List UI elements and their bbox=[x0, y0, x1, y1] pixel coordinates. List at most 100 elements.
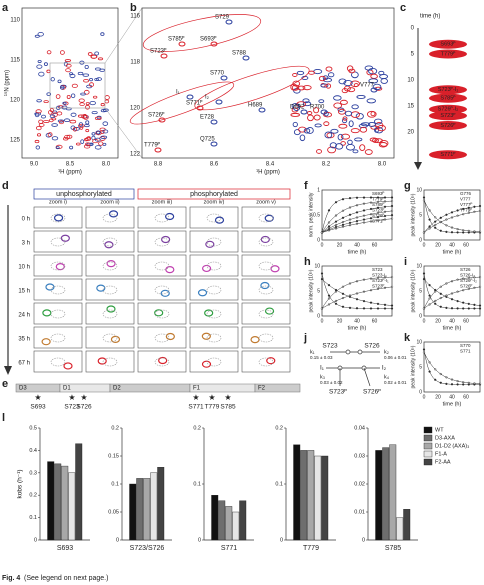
label: S723ᴾ bbox=[372, 284, 385, 289]
label: 110 bbox=[10, 18, 20, 24]
label: c bbox=[400, 2, 406, 14]
zoom-cell bbox=[189, 206, 239, 229]
peak-contour bbox=[66, 94, 71, 99]
group-header bbox=[33, 188, 135, 200]
peak-contour bbox=[41, 338, 51, 346]
event-badge bbox=[429, 111, 467, 121]
peak-contour bbox=[43, 100, 49, 104]
fit-curve bbox=[321, 286, 393, 309]
label: S726-I₂ bbox=[460, 273, 475, 278]
event-badge bbox=[429, 121, 467, 130]
bar bbox=[61, 465, 69, 541]
peak-contour bbox=[62, 101, 67, 105]
label: time (h) bbox=[348, 325, 367, 331]
label: 125 bbox=[10, 138, 21, 144]
label: S726 bbox=[76, 404, 92, 411]
label: 8.4 bbox=[266, 162, 275, 168]
label: S726ᴾ bbox=[148, 112, 165, 119]
label: S723ᴾ-I₁ bbox=[438, 86, 459, 93]
peak-contour bbox=[160, 53, 168, 59]
peak-contour bbox=[57, 119, 65, 123]
ref-contour bbox=[102, 261, 118, 271]
peak-contour bbox=[354, 137, 363, 142]
label: 0 bbox=[411, 26, 415, 32]
ref-contour bbox=[206, 261, 222, 271]
peak-contour bbox=[60, 234, 70, 242]
peak-contour bbox=[302, 85, 312, 91]
label: 10 bbox=[314, 263, 320, 269]
legend-swatch bbox=[423, 426, 433, 434]
zoom-cell bbox=[137, 302, 187, 325]
label: f bbox=[304, 180, 308, 192]
peak-contour bbox=[97, 57, 104, 61]
peak-contour bbox=[320, 83, 329, 88]
bar bbox=[75, 443, 83, 541]
peak-contour bbox=[292, 121, 298, 128]
label: g bbox=[404, 180, 411, 192]
y-tick-label: 0.3 bbox=[29, 470, 37, 476]
label: G776 bbox=[460, 191, 472, 196]
label: 5 bbox=[317, 288, 320, 294]
peak-contour bbox=[242, 55, 250, 61]
label: S693 bbox=[30, 404, 46, 411]
peak-contour bbox=[37, 31, 44, 37]
label: S726ᴾ bbox=[372, 213, 385, 218]
label: T779 bbox=[205, 404, 220, 411]
peak-contour bbox=[352, 149, 359, 154]
y-tick-label: 0.04 bbox=[354, 425, 365, 431]
peak-contour bbox=[40, 114, 46, 119]
y-tick-label: 0.4 bbox=[29, 448, 37, 454]
y-tick-label: 0.2 bbox=[111, 425, 119, 431]
label: time (h) bbox=[443, 401, 462, 407]
label: S785 bbox=[220, 404, 236, 411]
fit-curve bbox=[423, 278, 481, 306]
label: 20 bbox=[337, 318, 343, 324]
label: S785ᴾ bbox=[440, 95, 456, 102]
peak-contour bbox=[36, 64, 43, 69]
peak-contour bbox=[55, 94, 61, 99]
label: 3 h bbox=[22, 241, 30, 247]
label: S770 bbox=[460, 343, 471, 348]
zoom-cell bbox=[85, 206, 135, 229]
spectrum-frame bbox=[141, 7, 395, 159]
spectrum-frame bbox=[21, 7, 119, 159]
label: 20 bbox=[407, 130, 414, 136]
label: d bbox=[2, 180, 9, 192]
peak-contour bbox=[38, 123, 45, 127]
zoom-cell bbox=[137, 206, 187, 229]
ref-contour bbox=[154, 237, 170, 247]
peak-contour bbox=[250, 336, 260, 344]
label: 15 bbox=[407, 104, 414, 110]
label: 20 bbox=[435, 394, 441, 400]
peak-contour bbox=[69, 73, 76, 79]
label: 0 bbox=[419, 313, 422, 319]
legend-label: D1-D2 (AXA)₃ bbox=[435, 443, 469, 449]
peak-contour bbox=[65, 63, 72, 68]
site-star: ★ bbox=[224, 393, 231, 402]
peak-contour bbox=[292, 104, 301, 112]
peak-contour bbox=[323, 112, 333, 118]
peak-contour bbox=[78, 122, 84, 127]
peak-contour bbox=[210, 119, 218, 125]
fit-curve bbox=[423, 352, 481, 384]
peak-contour bbox=[369, 137, 378, 142]
fit-curve bbox=[321, 278, 393, 306]
site-star: ★ bbox=[34, 393, 41, 402]
label: k bbox=[404, 332, 411, 344]
y-tick-label: 0.02 bbox=[354, 481, 365, 487]
label: S729 bbox=[215, 15, 230, 21]
label: I₂ bbox=[205, 95, 210, 101]
y-tick-label: 0.1 bbox=[29, 515, 37, 521]
bar bbox=[218, 500, 226, 541]
peak-contour bbox=[83, 79, 90, 83]
fit-curve bbox=[321, 214, 393, 233]
fit-curve bbox=[423, 349, 480, 385]
label: I₁ bbox=[320, 365, 325, 372]
bar bbox=[307, 450, 315, 541]
peak-contour bbox=[350, 128, 360, 134]
label: 0.5 bbox=[313, 212, 320, 218]
peak-contour bbox=[375, 127, 384, 134]
peak-contour bbox=[84, 64, 89, 69]
peak-contour bbox=[299, 134, 306, 142]
label: T779ᴾ bbox=[372, 197, 384, 202]
